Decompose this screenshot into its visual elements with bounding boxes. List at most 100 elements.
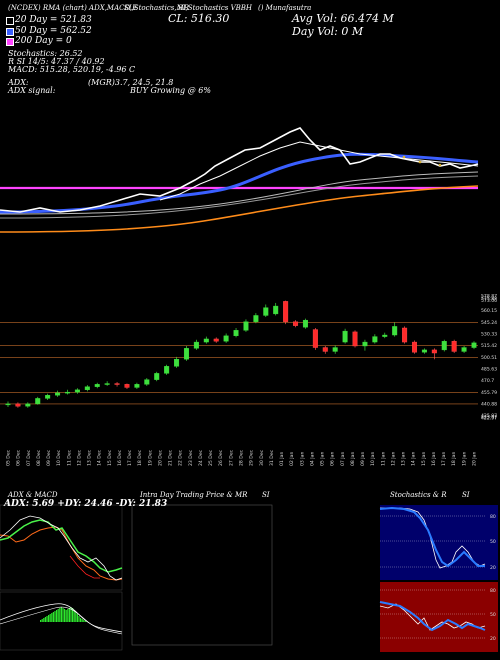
date-label: 07 Dec (26, 449, 32, 466)
candle-body (402, 327, 408, 343)
candle-body (144, 379, 150, 385)
title-right: SI,Stochastics VBBH (178, 4, 253, 12)
date-label: 26 Dec (218, 449, 224, 466)
candle-body (322, 347, 328, 352)
macd-value: MACD: 515.28, 520.19, -4.96 C (8, 65, 136, 74)
price-tick-label: 573.06 (481, 298, 497, 304)
price-tick-label: 545.24 (481, 320, 497, 326)
stochastics-value: Stochastics: 26.52 (8, 49, 83, 58)
date-label: 17 Dec (127, 449, 133, 466)
orange-ma-line (0, 185, 479, 233)
signal-dot (418, 160, 422, 164)
date-label: 25 Dec (208, 449, 214, 466)
candle-body (243, 321, 249, 331)
day-volume: Day Vol: 0 M (292, 25, 364, 38)
signal-dot (402, 155, 406, 159)
macd-bar (44, 617, 46, 622)
macd-bar (56, 610, 58, 622)
candle-body (293, 321, 299, 326)
date-label: 03 Jan (299, 452, 305, 466)
date-label: 07 Jan (340, 452, 346, 466)
ma200-label: 200 Day = 0 (15, 36, 72, 46)
date-label: 08 Dec (36, 449, 42, 466)
macd-bar (80, 618, 82, 622)
macd-bar (62, 608, 64, 622)
candle-body (35, 398, 41, 405)
macd-bar (64, 609, 66, 622)
candle-body (104, 383, 110, 385)
date-label: 06 Jan (330, 452, 336, 466)
price-tick-label: 485.63 (481, 366, 497, 372)
date-label: 06 Dec (16, 449, 22, 466)
macd-bar (57, 609, 59, 622)
candle-body (233, 330, 239, 337)
macd-bar (48, 615, 50, 622)
candle-body (253, 315, 259, 322)
macd-bar (41, 619, 43, 622)
ma50-swatch (6, 28, 14, 36)
rsi-tick: 50 (490, 612, 496, 618)
date-label: 27 Dec (228, 449, 234, 466)
date-label: 12 Dec (76, 449, 82, 466)
macd-bar (76, 614, 78, 622)
signal-dot (438, 163, 442, 167)
candle-body (45, 395, 51, 399)
date-label: 20 Dec (157, 449, 163, 466)
candle-body (55, 392, 61, 396)
date-label: 10 Dec (56, 449, 62, 466)
adx-plus-line (0, 519, 123, 573)
candle-body (362, 341, 368, 347)
price-tick-label: 440.88 (481, 401, 497, 407)
avg-volume: Avg Vol: 66.474 M (292, 12, 394, 25)
date-label: 16 Dec (117, 449, 123, 466)
price-tick-label: 455.79 (481, 390, 497, 396)
ma200-swatch (6, 38, 14, 46)
date-label: 13 Jan (401, 452, 407, 466)
macd-bar (75, 612, 77, 622)
candle-body (213, 338, 219, 342)
candle-body (174, 359, 180, 367)
date-label: 18 Dec (137, 449, 143, 466)
stoch-tick: 50 (490, 539, 496, 545)
macd-bar (46, 616, 48, 622)
candle-body (134, 384, 140, 388)
stochastics-panel-si: SI (462, 491, 470, 499)
date-label: 01 Jan (279, 452, 285, 466)
candle-body (183, 348, 189, 360)
stochastics-panel: 80 50 20 (379, 505, 498, 580)
price-tick-label: 423.97 (481, 415, 497, 421)
date-label: 14 Dec (97, 449, 103, 466)
rsi-panel: 80 50 20 (379, 582, 498, 652)
macd-bar (70, 607, 72, 622)
adx-panel-frame (0, 504, 123, 591)
macd-bar (49, 614, 51, 622)
date-label: 28 Dec (239, 449, 245, 466)
date-label: 15 Dec (107, 449, 113, 466)
adx-signal-label: ADX signal: (8, 86, 56, 95)
macd-panel (0, 591, 123, 651)
intraday-panel-si: SI (262, 491, 270, 499)
date-label: 15 Jan (421, 452, 427, 466)
date-label: 08 Jan (350, 452, 356, 466)
date-label: 18 Jan (451, 452, 457, 466)
candle-body (421, 349, 427, 353)
ma20-line (159, 141, 479, 201)
candle-body (273, 305, 279, 315)
ma50-label: 50 Day = 562.52 (15, 26, 92, 36)
date-label: 31 Dec (269, 449, 275, 466)
date-label: 20 Jan (472, 452, 478, 466)
candle-body (332, 347, 338, 352)
macd-bar (59, 608, 61, 622)
macd-bar (40, 620, 42, 622)
adx-label: ADX: (8, 78, 29, 87)
price-tick-label: 560.15 (481, 308, 497, 314)
grey-ma-line-2 (0, 175, 479, 219)
macd-signal-line (0, 606, 123, 635)
macd-bar (81, 619, 83, 622)
rsi-value: R SI 14/5: 47.37 / 40.92 (8, 57, 105, 66)
price-tick-label: 470.7 (481, 378, 494, 384)
candle-body (382, 334, 388, 337)
macd-bar (72, 608, 74, 622)
price-tick-label: 575.88 (481, 296, 497, 302)
